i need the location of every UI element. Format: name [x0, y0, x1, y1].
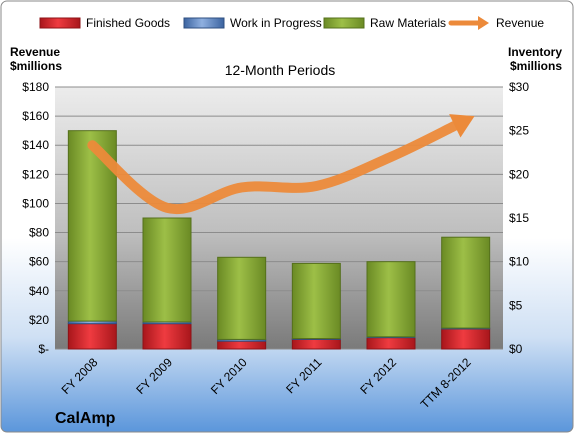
legend-label-revenue: Revenue: [496, 16, 544, 30]
right-axis-title-line2: $millions: [510, 59, 562, 73]
left-tick-label: $180: [22, 80, 49, 94]
bar-finished-goods-fy-2010: [217, 340, 267, 350]
right-tick-label: $20: [509, 167, 529, 181]
right-tick-label: $5: [509, 298, 523, 312]
legend-swatch-raw-materials: [323, 17, 365, 29]
revenue-point-fy-2009: [166, 207, 168, 209]
bars-layer: [67, 130, 491, 350]
legend-arrowhead-revenue: [478, 16, 489, 30]
bar-raw-materials-fy-2010: [217, 256, 267, 340]
bar-raw-materials-fy-2011: [291, 262, 341, 340]
company-name: CalAmp: [55, 410, 116, 427]
right-tick-label: $10: [509, 255, 529, 269]
legend-swatch-finished-goods: [39, 17, 81, 29]
left-tick-label: $40: [29, 284, 49, 298]
left-tick-label: $160: [22, 109, 49, 123]
left-axis-title-line2: $millions: [10, 59, 62, 73]
legend-label-finished-goods: Finished Goods: [86, 16, 170, 30]
revenue-point-fy-2008: [91, 144, 93, 146]
revenue-point-fy-2010: [241, 186, 243, 188]
bar-finished-goods-ttm-8-2012: [441, 328, 491, 350]
revenue-point-fy-2012: [390, 156, 392, 158]
left-tick-label: $100: [22, 196, 49, 210]
bar-raw-materials-ttm-8-2012: [441, 236, 491, 329]
right-tick-label: $0: [509, 342, 523, 356]
revenue-line: [87, 120, 460, 215]
right-axis-title-line1: Inventory: [508, 45, 562, 59]
right-axis-ticks: $0 $5 $10 $15 $20 $25 $30: [509, 80, 529, 356]
plot-area: [55, 87, 503, 349]
left-tick-label: $140: [22, 138, 49, 152]
left-tick-label: $20: [29, 313, 49, 327]
right-tick-label: $25: [509, 124, 529, 138]
legend-label-raw-materials: Raw Materials: [370, 16, 446, 30]
left-axis-ticks: $- $20 $40 $60 $80 $100 $120 $140 $160 $180: [22, 80, 49, 356]
right-tick-label: $15: [509, 211, 529, 225]
bar-finished-goods-fy-2009: [142, 323, 192, 350]
revenue-arrowhead: [449, 114, 475, 138]
revenue-point-ttm-8-2012: [465, 119, 467, 121]
legend: Finished Goods Work in Progress Raw Materi…: [39, 16, 544, 30]
left-tick-label: $80: [29, 226, 49, 240]
legend-label-work-in-progress: Work in Progress: [230, 16, 322, 30]
legend-swatch-work-in-progress: [183, 17, 225, 29]
left-axis-title-line1: Revenue: [10, 45, 60, 59]
revenue-line-layer: [87, 114, 475, 215]
revenue-point-fy-2011: [315, 185, 317, 187]
left-tick-label: $120: [22, 167, 49, 181]
bar-finished-goods-fy-2011: [291, 338, 341, 350]
bar-raw-materials-fy-2012: [366, 261, 416, 338]
bar-finished-goods-fy-2012: [366, 337, 416, 350]
left-tick-label: $-: [38, 342, 49, 356]
chart-subtitle: 12-Month Periods: [225, 62, 336, 78]
left-tick-label: $60: [29, 255, 49, 269]
bar-raw-materials-fy-2009: [142, 217, 192, 323]
bar-finished-goods-fy-2008: [67, 323, 117, 350]
right-tick-label: $30: [509, 80, 529, 94]
grid-lines: [55, 86, 503, 350]
